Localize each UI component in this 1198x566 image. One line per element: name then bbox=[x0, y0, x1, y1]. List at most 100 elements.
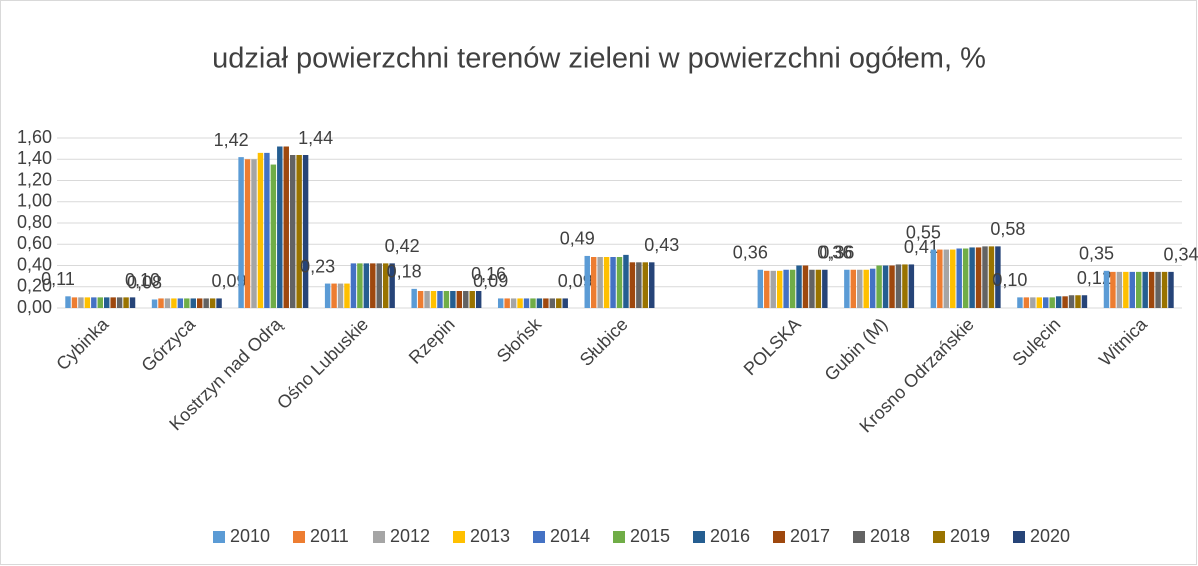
bar bbox=[1129, 271, 1136, 308]
bar bbox=[876, 265, 882, 308]
y-tick-label: 0,00 bbox=[17, 297, 52, 317]
legend-label: 2018 bbox=[870, 526, 910, 546]
bar bbox=[110, 297, 116, 308]
bar bbox=[1136, 271, 1142, 308]
bar bbox=[636, 262, 642, 308]
bar bbox=[523, 298, 530, 308]
bar bbox=[882, 265, 889, 308]
bar bbox=[1168, 271, 1174, 308]
legend-swatch bbox=[853, 531, 865, 543]
bar bbox=[543, 298, 549, 308]
bar bbox=[129, 297, 136, 308]
legend-label: 2020 bbox=[1030, 526, 1070, 546]
y-tick-label: 0,20 bbox=[17, 276, 52, 296]
bar bbox=[863, 269, 869, 308]
bar bbox=[376, 263, 382, 308]
bar bbox=[536, 298, 543, 308]
legend-label: 2017 bbox=[790, 526, 830, 546]
bar bbox=[289, 155, 296, 308]
bar bbox=[597, 257, 603, 308]
legend-swatch bbox=[613, 531, 625, 543]
bar bbox=[216, 298, 222, 308]
bar bbox=[956, 248, 962, 308]
y-tick-label: 0,60 bbox=[17, 233, 52, 253]
bar bbox=[71, 297, 78, 308]
data-label: 0,16 bbox=[471, 264, 506, 284]
bar bbox=[857, 269, 863, 308]
legend-label: 2010 bbox=[230, 526, 270, 546]
bar bbox=[171, 298, 177, 308]
legend-label: 2014 bbox=[550, 526, 590, 546]
bar bbox=[950, 249, 956, 308]
bar bbox=[1103, 270, 1110, 308]
bar bbox=[270, 164, 277, 308]
bar bbox=[424, 291, 430, 308]
bar bbox=[91, 297, 97, 308]
data-label: 0,41 bbox=[904, 237, 939, 257]
bar bbox=[629, 262, 636, 308]
bar bbox=[776, 270, 783, 308]
bar bbox=[238, 157, 244, 308]
bar bbox=[417, 291, 424, 308]
bar bbox=[902, 264, 908, 308]
bar bbox=[975, 247, 982, 308]
data-label: 0,09 bbox=[558, 271, 593, 291]
data-label: 0,12 bbox=[1077, 268, 1112, 288]
bar bbox=[504, 298, 510, 308]
legend-swatch bbox=[933, 531, 945, 543]
bar bbox=[363, 263, 370, 308]
bar bbox=[450, 291, 456, 308]
bar bbox=[1068, 295, 1075, 308]
bar bbox=[324, 283, 331, 308]
bar bbox=[815, 269, 822, 308]
bar bbox=[283, 146, 289, 308]
bar bbox=[158, 298, 164, 308]
bar bbox=[244, 159, 251, 308]
chart-title: udział powierzchni terenów zieleni w pow… bbox=[212, 43, 986, 75]
bar bbox=[116, 297, 123, 308]
bar bbox=[610, 257, 616, 308]
bar bbox=[995, 246, 1001, 308]
bar bbox=[988, 246, 995, 308]
bar bbox=[456, 291, 463, 308]
data-label: 0,35 bbox=[1079, 244, 1114, 264]
bar bbox=[1155, 271, 1161, 308]
legend-label: 2012 bbox=[390, 526, 430, 546]
bar bbox=[430, 291, 437, 308]
y-tick-label: 1,60 bbox=[17, 127, 52, 147]
bar bbox=[475, 291, 482, 308]
bar bbox=[78, 297, 84, 308]
legend-swatch bbox=[453, 531, 465, 543]
bar bbox=[177, 298, 184, 308]
bar bbox=[196, 298, 203, 308]
bar bbox=[937, 249, 943, 308]
data-label: 0,10 bbox=[125, 270, 160, 290]
bar bbox=[389, 263, 395, 308]
data-label: 0,23 bbox=[300, 256, 335, 276]
bar bbox=[770, 270, 776, 308]
bar bbox=[764, 270, 770, 308]
bar bbox=[1148, 271, 1155, 308]
bar bbox=[1030, 297, 1036, 308]
data-label: 0,42 bbox=[385, 236, 420, 256]
data-label: 0,55 bbox=[906, 222, 941, 242]
bar bbox=[783, 269, 789, 308]
bar bbox=[370, 263, 376, 308]
bar bbox=[1055, 296, 1062, 308]
bar bbox=[1116, 271, 1123, 308]
bar bbox=[530, 298, 536, 308]
bar bbox=[517, 298, 523, 308]
bar bbox=[209, 298, 216, 308]
bar bbox=[802, 265, 809, 308]
bar bbox=[796, 265, 802, 308]
bar bbox=[357, 263, 363, 308]
bar bbox=[943, 249, 950, 308]
bar bbox=[1023, 297, 1030, 308]
data-label: 0,11 bbox=[41, 269, 75, 289]
bar bbox=[869, 268, 876, 308]
bar bbox=[844, 269, 850, 308]
bar bbox=[623, 254, 629, 308]
bar bbox=[603, 257, 610, 308]
bar bbox=[1161, 271, 1168, 308]
